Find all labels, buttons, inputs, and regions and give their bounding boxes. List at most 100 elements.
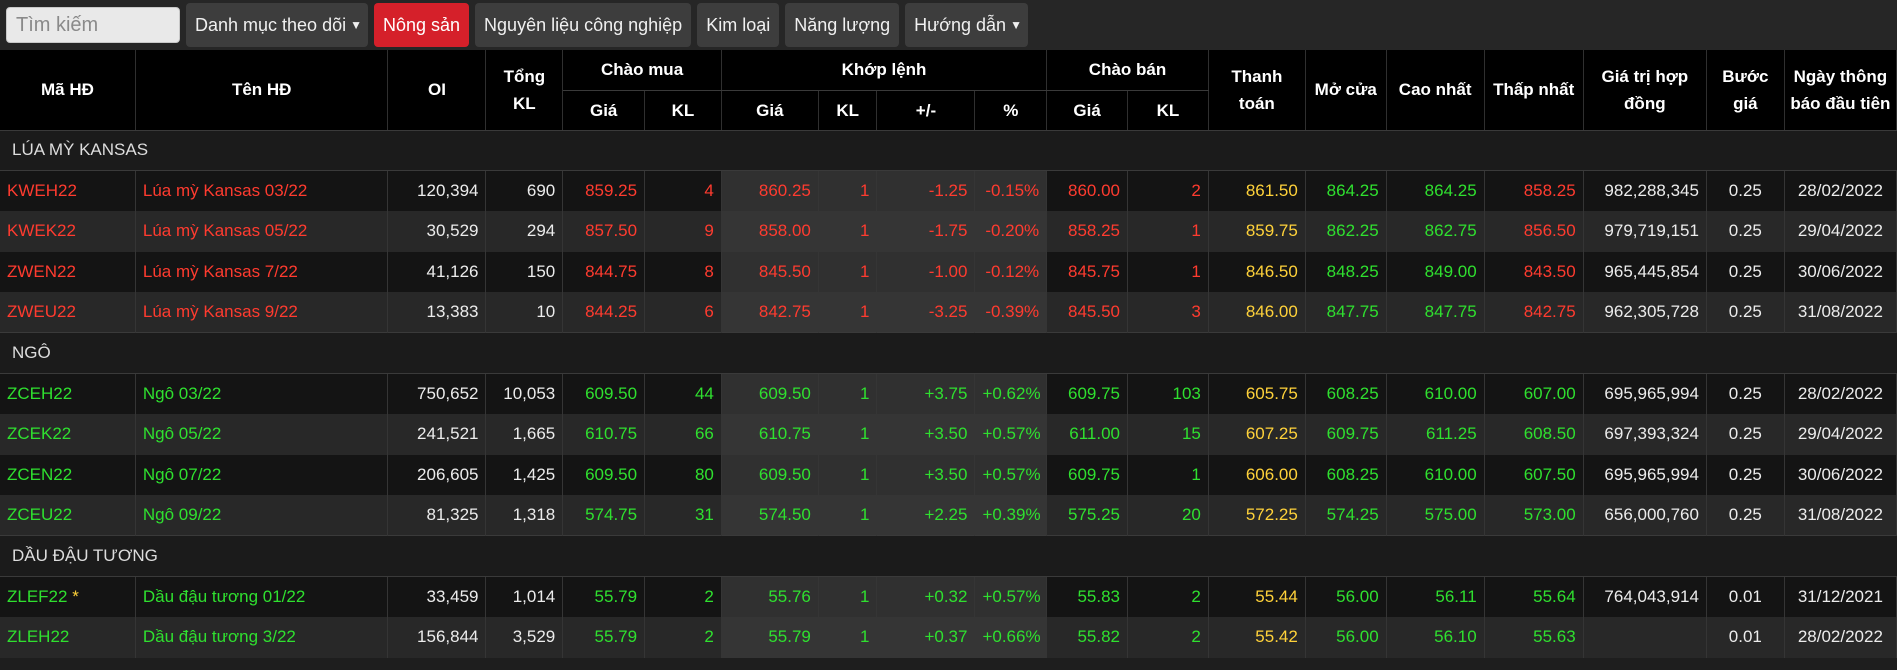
open-price-value: 608.25	[1326, 384, 1379, 404]
header-settle[interactable]: Thanh toán	[1208, 50, 1306, 131]
high-price-value: 849.00	[1424, 262, 1477, 282]
tab-metals[interactable]: Kim loại	[697, 3, 780, 47]
header-code[interactable]: Mã HĐ	[0, 50, 136, 131]
cell-settle-price: 846.00	[1208, 292, 1306, 333]
ask-price-value: 858.25	[1068, 221, 1121, 241]
table-row[interactable]: ZCEN22 Ngô 07/22 206,605 1,425 609.50 80 609.5…	[0, 454, 1897, 496]
cell-match-change: +3.75	[876, 373, 976, 415]
table-row[interactable]: ZLEH22 Dầu đậu tương 3/22 156,844 3,529 55.7…	[0, 617, 1897, 658]
total-volume-value: 10,053	[503, 384, 556, 404]
header-low[interactable]: Thấp nhất	[1484, 50, 1584, 131]
match-percent-value: -0.20%	[985, 221, 1040, 241]
tab-energy[interactable]: Năng lượng	[785, 3, 900, 47]
cell-bid-price: 857.50	[562, 211, 646, 252]
cell-bid-price: 844.75	[562, 251, 646, 293]
match-volume-value: 1	[859, 627, 870, 647]
header-match-volume[interactable]: KL	[818, 90, 878, 131]
table-row[interactable]: ZCEH22 Ngô 03/22 750,652 10,053 609.50 44 609.…	[0, 373, 1897, 415]
header-open[interactable]: Mở cửa	[1305, 50, 1387, 131]
high-price-value: 862.75	[1424, 221, 1477, 241]
toolbar: Danh mục theo dõi ▼ Nông sản Nguyên liệu…	[0, 0, 1897, 50]
cell-match-percent: -0.12%	[974, 251, 1048, 293]
cell-first-notice-date: 30/06/2022	[1784, 454, 1897, 496]
first-notice-date-value: 29/04/2022	[1797, 221, 1883, 241]
cell-contract-name: Ngô 09/22	[135, 495, 389, 536]
header-oi[interactable]: OI	[387, 50, 487, 131]
header-match-change[interactable]: +/-	[876, 90, 976, 131]
cell-ask-volume: 20	[1127, 495, 1209, 536]
search-input[interactable]	[6, 7, 180, 43]
cell-first-notice-date: 29/04/2022	[1784, 414, 1897, 455]
first-notice-date-value: 29/04/2022	[1797, 424, 1883, 444]
tab-watchlist[interactable]: Danh mục theo dõi ▼	[186, 3, 368, 47]
cell-contract-value: 695,965,994	[1583, 454, 1707, 496]
cell-match-change: +0.37	[876, 617, 976, 658]
cell-match-volume: 1	[818, 170, 878, 212]
ask-volume-value: 20	[1181, 505, 1201, 525]
open-interest-value: 81,325	[426, 505, 479, 525]
header-name[interactable]: Tên HĐ	[135, 50, 389, 131]
open-price-value: 609.75	[1326, 424, 1379, 444]
tab-guide[interactable]: Hướng dẫn ▼	[905, 3, 1028, 47]
bid-volume-value: 80	[694, 465, 714, 485]
settle-price-value: 572.25	[1245, 505, 1298, 525]
header-bid-volume[interactable]: KL	[644, 90, 722, 131]
tick-size-value: 0.25	[1728, 221, 1762, 241]
table-row[interactable]: KWEK22 Lúa mỳ Kansas 05/22 30,529 294 857.50…	[0, 211, 1897, 252]
bid-price-value: 609.50	[585, 384, 638, 404]
cell-match-volume: 1	[818, 292, 878, 333]
cell-high-price: 575.00	[1386, 495, 1485, 536]
header-line: Ngày thông	[1793, 66, 1888, 86]
header-ask-volume[interactable]: KL	[1127, 90, 1209, 131]
open-interest-value: 13,383	[426, 302, 479, 322]
header-match-percent[interactable]: %	[974, 90, 1048, 131]
ask-volume-value: 3	[1191, 302, 1201, 322]
cell-total-volume: 1,425	[485, 454, 564, 496]
ask-volume-value: 15	[1181, 424, 1201, 444]
ask-volume-value: 103	[1172, 384, 1201, 404]
cell-match-volume: 1	[818, 373, 878, 415]
cell-ask-price: 858.25	[1046, 211, 1129, 252]
header-total-volume[interactable]: Tổng KL	[485, 50, 564, 131]
high-price-value: 610.00	[1424, 465, 1477, 485]
header-tick-size[interactable]: Bước giá	[1706, 50, 1785, 131]
header-first-notice[interactable]: Ngày thông báo đầu tiên	[1784, 50, 1897, 131]
open-price-value: 56.00	[1336, 627, 1379, 647]
header-high[interactable]: Cao nhất	[1386, 50, 1485, 131]
cell-first-notice-date: 31/12/2021	[1784, 576, 1897, 618]
cell-tick-size: 0.25	[1706, 170, 1785, 212]
tab-industrial-materials[interactable]: Nguyên liệu công nghiệp	[475, 3, 692, 47]
low-price-value: 55.64	[1533, 587, 1576, 607]
header-match-price[interactable]: Giá	[721, 90, 819, 131]
match-volume-value: 1	[859, 587, 870, 607]
tick-size-value: 0.01	[1728, 587, 1762, 607]
header-ask-price[interactable]: Giá	[1046, 90, 1129, 131]
cell-open-interest: 156,844	[387, 617, 487, 658]
open-price-value: 862.25	[1326, 221, 1379, 241]
tab-label: Nguyên liệu công nghiệp	[484, 14, 683, 35]
cell-ask-price: 845.50	[1046, 292, 1129, 333]
cell-open-price: 847.75	[1305, 292, 1387, 333]
star-icon[interactable]: *	[67, 587, 79, 607]
header-contract-value[interactable]: Giá trị hợp đồng	[1583, 50, 1707, 131]
table-row[interactable]: ZCEU22 Ngô 09/22 81,325 1,318 574.75 31 574.50…	[0, 495, 1897, 536]
table-row[interactable]: ZWEN22 Lúa mỳ Kansas 7/22 41,126 150 844.75 8…	[0, 251, 1897, 293]
table-row[interactable]: ZWEU22 Lúa mỳ Kansas 9/22 13,383 10 844.25 6 8…	[0, 292, 1897, 333]
bid-price-value: 610.75	[585, 424, 638, 444]
cell-low-price: 608.50	[1484, 414, 1584, 455]
cell-match-price: 845.50	[721, 251, 819, 293]
cell-bid-volume: 6	[644, 292, 722, 333]
cell-low-price: 607.50	[1484, 454, 1584, 496]
cell-match-volume: 1	[818, 414, 878, 455]
tab-agriculture[interactable]: Nông sản	[373, 3, 470, 47]
contract-name-value: Ngô 03/22	[142, 384, 222, 404]
cell-match-price: 610.75	[721, 414, 819, 455]
table-row[interactable]: ZLEF22 * Dầu đậu tương 01/22 33,459 1,014 55…	[0, 576, 1897, 618]
table-row[interactable]: ZCEK22 Ngô 05/22 241,521 1,665 610.75 66 610.7…	[0, 414, 1897, 455]
cell-ask-volume: 15	[1127, 414, 1209, 455]
header-bid-price[interactable]: Giá	[562, 90, 646, 131]
cell-match-percent: +0.57%	[974, 414, 1048, 455]
table-row[interactable]: KWEH22 Lúa mỳ Kansas 03/22 120,394 690 859.2…	[0, 170, 1897, 212]
cell-settle-price: 607.25	[1208, 414, 1306, 455]
match-percent-value: -0.12%	[985, 262, 1040, 282]
